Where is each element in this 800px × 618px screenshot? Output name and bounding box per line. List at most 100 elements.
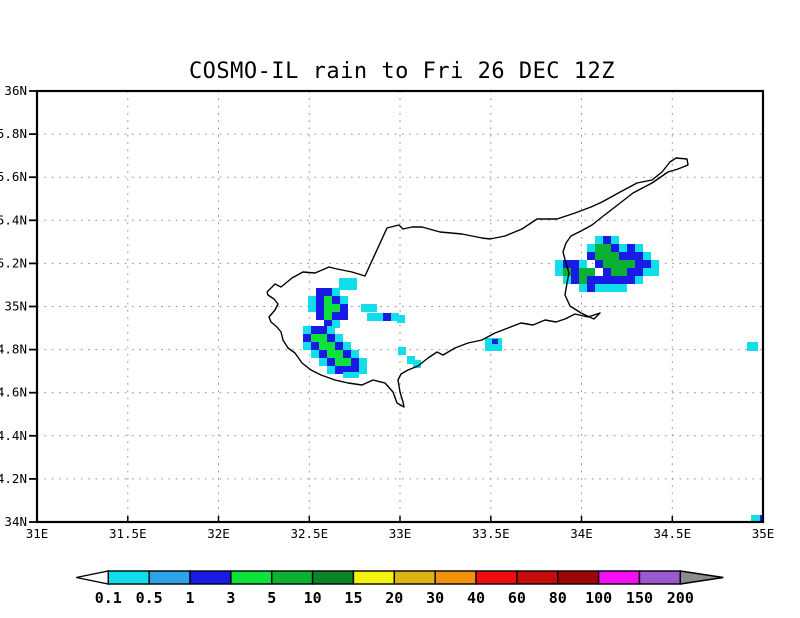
- rain-cell: [343, 372, 351, 378]
- rain-cell: [635, 276, 643, 284]
- rain-cell: [319, 342, 327, 350]
- rain-cell: [587, 268, 595, 276]
- rain-cell: [311, 342, 319, 350]
- rain-cell: [335, 342, 343, 350]
- colorbar: 0.1 0.5 1 3 5 10 15 20 30 40 60 80 100 150 200: [76, 570, 724, 607]
- coastline-layer: [266, 157, 689, 408]
- y-tick-label: 35.8N: [0, 126, 27, 141]
- colorbar-segment: [557, 570, 600, 585]
- rain-cell: [316, 304, 324, 312]
- rain-cell: [332, 304, 340, 312]
- y-tick-label: 36N: [4, 83, 27, 98]
- colorbar-label: 150: [626, 589, 653, 607]
- rain-cell: [619, 244, 627, 252]
- rain-cell: [595, 252, 603, 260]
- rain-cell: [343, 358, 351, 366]
- rain-cell: [579, 260, 587, 268]
- rain-cell: [324, 312, 332, 320]
- rain-cell: [319, 334, 327, 342]
- x-tick-label: 31E: [26, 526, 49, 541]
- y-tick-label: 34.2N: [0, 471, 27, 486]
- y-tick-label: 34N: [4, 514, 27, 529]
- colorbar-segment: [393, 570, 436, 585]
- rain-cell: [579, 284, 587, 292]
- colorbar-label: 1: [186, 589, 195, 607]
- colorbar-label: 0.5: [136, 589, 163, 607]
- colorbar-label: 100: [585, 589, 612, 607]
- rain-cell: [316, 296, 324, 304]
- rain-cell: [327, 326, 335, 334]
- rain-cell: [397, 315, 405, 323]
- y-tick-label: 34.8N: [0, 342, 27, 357]
- x-tick-label: 34E: [570, 526, 593, 541]
- colorbar-label: 40: [467, 589, 485, 607]
- y-tick-label: 35.2N: [0, 255, 27, 270]
- rain-cell: [327, 358, 335, 366]
- rain-cell: [327, 342, 335, 350]
- colorbar-segment: [148, 570, 191, 585]
- colorbar-label: 20: [385, 589, 403, 607]
- rain-cell: [611, 252, 619, 260]
- colorbar-segment: [352, 570, 396, 585]
- rain-cell: [635, 268, 643, 276]
- rain-cell: [619, 268, 627, 276]
- rain-cell: [603, 260, 611, 268]
- rain-cell: [611, 260, 619, 268]
- rain-cell: [311, 326, 319, 334]
- rain-cell: [303, 342, 311, 350]
- rain-cell: [343, 350, 351, 358]
- rain-cell: [343, 366, 351, 374]
- colorbar-label: 60: [508, 589, 526, 607]
- rain-cell: [603, 236, 611, 244]
- colorbar-segment: [516, 570, 559, 585]
- rain-cell: [311, 334, 319, 342]
- rain-cell: [335, 334, 343, 342]
- rain-cell: [335, 350, 343, 358]
- rain-cell: [627, 268, 635, 276]
- axis-labels: 36N 35.8N 35.6N 35.4N 35.2N 35N 34.8N 34.6N 34.4…: [0, 83, 774, 541]
- rain-cell: [587, 276, 595, 284]
- y-tick-label: 35N: [4, 299, 27, 314]
- colorbar-label: 200: [667, 589, 694, 607]
- rain-cell: [332, 312, 340, 320]
- rain-cell: [571, 268, 579, 276]
- rain-cell: [324, 296, 332, 304]
- rain-cell: [359, 366, 367, 374]
- rain-cell: [303, 326, 311, 334]
- rain-cell: [603, 268, 611, 276]
- rain-cell: [635, 244, 643, 252]
- rain-cell: [611, 244, 619, 252]
- rain-cell: [555, 260, 563, 268]
- rain-cell: [595, 236, 603, 244]
- rain-cell: [319, 358, 327, 366]
- rain-cell: [619, 260, 627, 268]
- colorbar-segment: [107, 570, 150, 585]
- colorbar-label: 15: [344, 589, 362, 607]
- rain-cell: [595, 244, 603, 252]
- y-tick-label: 35.6N: [0, 169, 27, 184]
- rain-cell: [619, 252, 627, 260]
- rain-cell: [398, 347, 406, 355]
- rain-cell: [316, 312, 324, 320]
- rain-cell: [635, 260, 643, 268]
- rain-cell: [627, 276, 635, 284]
- rain-cell: [343, 342, 351, 350]
- rain-cell: [319, 326, 327, 334]
- rain-cell: [619, 276, 627, 284]
- rain-cell: [311, 350, 319, 358]
- colorbar-segment: [475, 570, 518, 585]
- rain-cell: [316, 288, 324, 296]
- rain-cell: [555, 268, 563, 276]
- x-tick-label: 34.5E: [653, 526, 691, 541]
- rain-cell: [319, 350, 327, 358]
- rain-cell: [603, 276, 611, 284]
- rain-cell: [308, 296, 316, 304]
- rain-cell: [579, 268, 587, 276]
- colorbar-label: 30: [426, 589, 444, 607]
- rain-cell: [751, 515, 760, 522]
- chart-title: COSMO-IL rain to Fri 26 DEC 12Z: [189, 59, 615, 84]
- rain-cell: [619, 284, 627, 292]
- x-tick-label: 32.5E: [290, 526, 328, 541]
- x-tick-label: 31.5E: [109, 526, 147, 541]
